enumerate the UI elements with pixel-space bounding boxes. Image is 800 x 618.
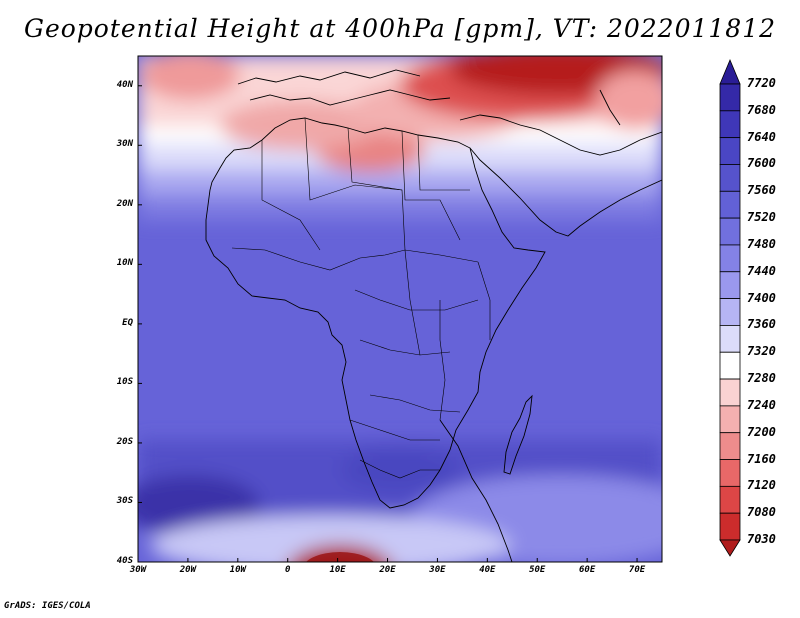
lat-tick-label: 40S xyxy=(116,556,133,566)
colorbar-label: 7320 xyxy=(747,344,776,359)
map-frame xyxy=(137,55,663,563)
colorbar-segment xyxy=(719,351,741,380)
colorbar-bottom-arrow xyxy=(719,539,741,557)
lon-tick-label: 0 xyxy=(284,565,291,575)
lon-tick-label: 30W xyxy=(129,565,147,575)
colorbar-label: 7640 xyxy=(747,129,776,144)
colorbar-label: 7560 xyxy=(747,183,776,198)
colorbar-label: 7200 xyxy=(747,424,776,439)
colorbar-segment xyxy=(719,271,741,299)
colorbar-label: 7440 xyxy=(747,263,776,278)
colorbar-segment xyxy=(719,164,741,192)
colorbar-segment xyxy=(719,137,741,165)
colorbar-label: 7160 xyxy=(747,451,776,466)
colorbar-segment xyxy=(719,459,741,487)
colorbar-label: 7480 xyxy=(747,236,776,251)
lon-tick-label: 50E xyxy=(529,565,546,575)
colorbar-label: 7080 xyxy=(747,505,776,520)
colorbar-label: 7600 xyxy=(747,156,776,171)
colorbar-segment xyxy=(719,378,741,407)
colorbar-label: 7400 xyxy=(747,290,776,305)
colorbar-label: 7120 xyxy=(747,478,776,493)
colorbar-segment xyxy=(719,298,741,326)
colorbar-top-arrow xyxy=(719,58,741,85)
colorbar-segment xyxy=(719,110,741,139)
lat-tick-label: 30S xyxy=(116,496,133,507)
colorbar-label: 7030 xyxy=(747,532,776,546)
lon-tick-label: 10W xyxy=(229,565,246,575)
colorbar-segment xyxy=(719,512,741,541)
colorbar-segment xyxy=(719,485,741,514)
height-field xyxy=(138,56,662,562)
colorbar-label: 7520 xyxy=(747,210,776,225)
colorbar-segment xyxy=(719,325,741,353)
lat-tick-label: 10S xyxy=(116,377,133,388)
coastlines xyxy=(205,69,662,562)
colorbar-segment xyxy=(719,405,741,434)
colorbar-label: 7720 xyxy=(747,76,776,90)
lon-tick-label: 70E xyxy=(628,565,646,575)
lon-tick-label: 20W xyxy=(179,565,197,575)
colorbar-segment xyxy=(719,190,741,219)
colorbar-segment xyxy=(719,244,741,273)
lat-tick-label: 40N xyxy=(116,79,133,90)
axis-tick-marks xyxy=(137,85,638,563)
lat-tick-label: 30N xyxy=(116,139,133,150)
colorbar-label: 7240 xyxy=(747,397,776,412)
lat-tick-label: EQ xyxy=(122,317,133,328)
lon-tick-label: 20E xyxy=(379,565,396,575)
colorbar xyxy=(719,58,741,557)
lat-tick-label: 10N xyxy=(116,258,133,269)
lat-tick-label: 20N xyxy=(116,198,133,209)
colorbar-segment xyxy=(719,217,741,246)
country-borders xyxy=(231,117,491,479)
colorbar-label: 7280 xyxy=(747,371,776,386)
lon-tick-label: 10E xyxy=(329,565,346,575)
lon-tick-label: 30E xyxy=(429,565,446,575)
colorbar-label: 7680 xyxy=(747,102,776,117)
colorbar-label: 7360 xyxy=(747,317,776,332)
colorbar-segment xyxy=(719,432,741,460)
lon-tick-label: 60E xyxy=(579,565,596,575)
chart-title: Geopotential Height at 400hPa [gpm], VT:… xyxy=(23,14,777,43)
credit-text: GrADS: IGES/COLA xyxy=(4,601,91,611)
colorbar-segment xyxy=(719,83,741,112)
lon-tick-label: 40E xyxy=(479,565,496,575)
lat-tick-label: 20S xyxy=(116,436,133,447)
